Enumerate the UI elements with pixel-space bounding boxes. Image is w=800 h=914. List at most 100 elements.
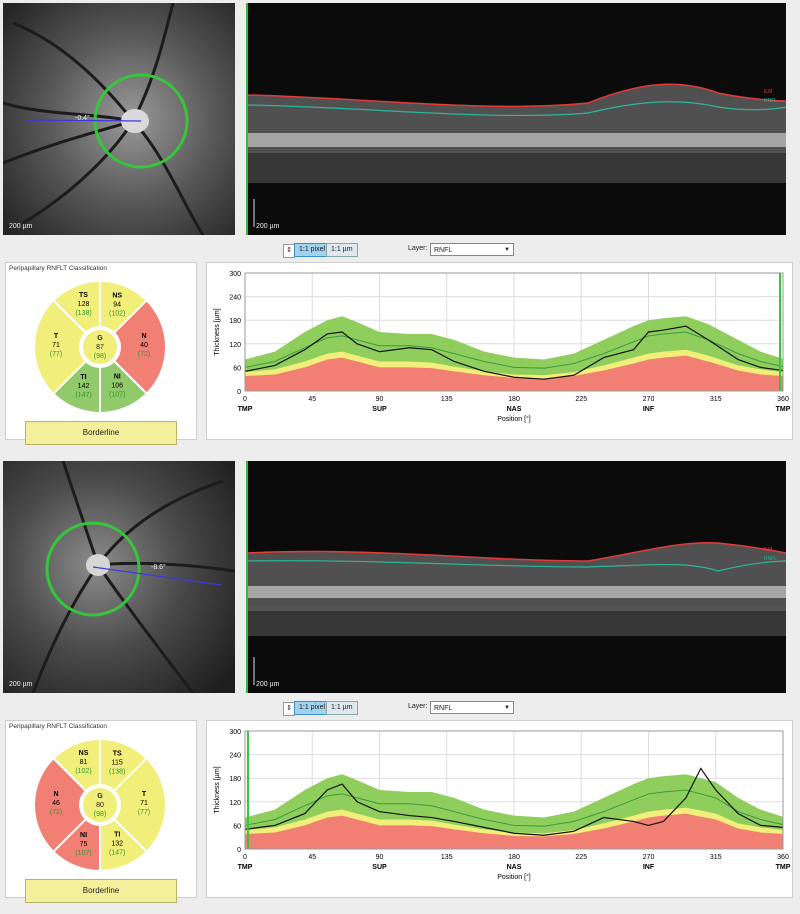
verdict-badge: Borderline [25,879,177,903]
oct-bscan[interactable]: 200 µm ILM RNFL [246,461,786,693]
sector-donut: TS 128 (138) NS 94 (102) N 40 (72) NI 106 (107) TI 14… [33,281,167,415]
sector-normal: (147) [75,392,91,399]
plot-frame [244,272,784,392]
sector-name: T [54,333,59,340]
sector-normal: (107) [109,392,125,399]
x-tick-label: 180 [508,854,520,861]
x-tick-label: 90 [376,854,384,861]
y-tick-label: 180 [229,776,241,783]
sector-name: TS [113,750,122,757]
region-label: INF [643,864,655,871]
sector-G [81,786,119,824]
plot-frame [244,730,784,850]
thickness-chart: 0 60 120 180 240 300 0 45 90 135 180 225 270 315 360 TM… [206,262,793,440]
y-tick-label: 300 [229,729,241,736]
fundus-scale-label: 200 µm [9,681,33,688]
sector-value: 71 [140,800,148,807]
x-tick-label: 135 [441,396,453,403]
normal-mean-line [244,789,784,827]
sector-right [112,756,167,854]
x-tick-label: 45 [308,854,316,861]
angle-label: -8.6° [151,564,166,571]
sector-value: 80 [96,802,104,809]
region-label: NAS [507,406,522,413]
sector-normal: (102) [109,310,125,317]
x-tick-label: 360 [777,396,789,403]
thickness-chart: 0 60 120 180 240 300 0 45 90 135 180 225 270 315 360 TM… [206,720,793,898]
region-label: NAS [507,864,522,871]
region-label: TMP [776,864,791,871]
x-tick-label: 315 [710,854,722,861]
x-tick-label: 135 [441,854,453,861]
sector-right [112,298,167,396]
ilm-label: ILM [764,547,773,553]
sector-value: 132 [111,841,123,848]
sector-normal: (147) [109,850,125,857]
sector-name: T [142,791,147,798]
bscan-drawing [248,3,786,235]
classification-title: Peripapillary RNFLT Classification [9,265,108,272]
sector-name: NI [114,374,121,381]
sector-value: 71 [52,342,60,349]
x-axis-label: Position [°] [497,873,531,881]
x-tick-label: 180 [508,396,520,403]
y-tick-label: 300 [229,271,241,278]
view-toolbar: ⇕ 1:1 pixel 1:1 µm Layer: RNFL ▼ [0,243,800,259]
region-label: TMP [238,406,253,413]
region-label: SUP [372,406,387,413]
y-axis-label: Thickness [µm] [214,766,221,813]
layer-value: RNFL [434,705,453,712]
x-tick-label: 0 [243,854,247,861]
sector-value: 40 [140,342,148,349]
pixel-scale-button[interactable]: 1:1 pixel [294,243,331,257]
layer-select[interactable]: RNFL ▼ [430,243,514,256]
sector-value: 115 [112,759,123,766]
y-tick-label: 0 [237,389,241,396]
normal-mean-line [244,331,784,369]
region-label: INF [643,406,655,413]
sector-donut: NS 81 (102) TS 115 (138) T 71 (77) TI 132 (147) NI 75… [33,739,167,873]
micron-scale-button[interactable]: 1:1 µm [326,701,358,715]
sector-normal: (98) [94,811,106,818]
report-panel-bottom: -8.6° 200 µm 200 µm ILM RNFL ⇕ 1:1 pixel… [0,458,800,914]
sector-left [33,756,88,854]
sector-normal: (77) [50,351,62,358]
layer-select[interactable]: RNFL ▼ [430,701,514,714]
micron-scale-button[interactable]: 1:1 µm [326,243,358,257]
x-tick-label: 90 [376,396,384,403]
thickness-chart-svg: 0 60 120 180 240 300 0 45 90 135 180 225 270 315 360 TM… [214,271,791,423]
y-axis-label: Thickness [µm] [214,308,221,355]
sector-normal: (72) [50,809,62,816]
y-tick-label: 0 [237,847,241,854]
sector-normal: (107) [75,850,91,857]
sector-name: TS [79,292,88,299]
sector-normal: (72) [138,351,150,358]
angle-label: -0.4° [75,115,90,122]
x-axis-label: Position [°] [497,415,531,423]
x-tick-label: 45 [308,396,316,403]
fundus-drawing [3,461,235,693]
outside-normal-band [245,813,783,849]
classification-title: Peripapillary RNFLT Classification [9,723,108,730]
chevron-down-icon: ▼ [504,705,510,711]
report-panel-top: -0.4° 200 µm 200 µm ILM RNFL ⇕ 1:1 pixel… [0,0,800,456]
y-tick-label: 120 [229,800,241,807]
oct-bscan[interactable]: 200 µm ILM RNFL [246,3,786,235]
measured-thickness-line [244,767,784,836]
region-label: TMP [776,406,791,413]
sector-value: 106 [111,383,123,390]
layer-label: Layer: [408,245,428,252]
thickness-chart-svg: 0 60 120 180 240 300 0 45 90 135 180 225 270 315 360 TM… [214,729,791,881]
fundus-image[interactable]: -0.4° 200 µm [3,3,235,235]
bscan-drawing [248,461,786,693]
sector-normal: (102) [75,768,91,775]
y-tick-label: 180 [229,318,241,325]
fundus-image[interactable]: -8.6° 200 µm [3,461,235,693]
fundus-scale-label: 200 µm [9,223,33,230]
layer-value: RNFL [434,247,453,254]
sector-name: TI [80,374,86,381]
sector-normal: (98) [94,353,106,360]
pixel-scale-button[interactable]: 1:1 pixel [294,701,331,715]
sector-value: 94 [113,301,121,308]
x-tick-label: 225 [575,396,587,403]
